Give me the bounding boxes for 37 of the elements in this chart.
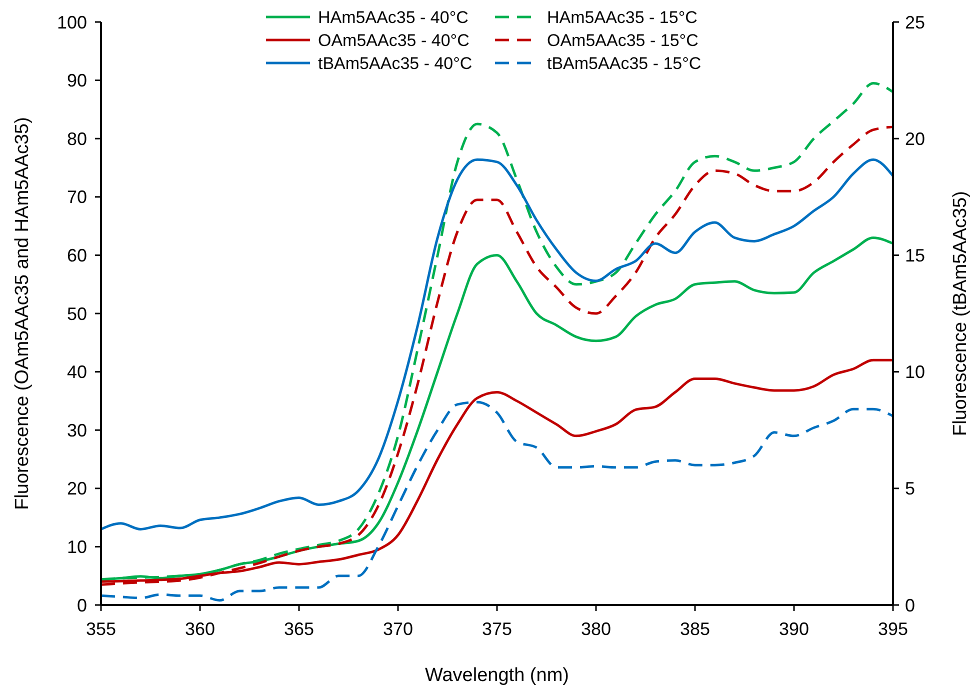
y-tick-label: 60 <box>66 246 87 266</box>
y2-tick-label: 0 <box>905 595 916 616</box>
x-tick-label: 385 <box>680 619 710 639</box>
x-tick-label: 365 <box>284 619 314 639</box>
x-axis-title: Wavelength (nm) <box>425 665 569 686</box>
y-axis-title: Fluorescence (OAm5AAc35 and HAm5AAc35) <box>12 117 33 510</box>
x-tick-label: 375 <box>482 619 512 639</box>
y-tick-label: 10 <box>66 537 87 557</box>
y2-tick-label: 5 <box>905 478 916 499</box>
x-tick-label: 395 <box>878 619 908 639</box>
legend-label: HAm5AAc35 - 15°C <box>547 8 698 27</box>
line-series <box>100 400 894 602</box>
y2-tick-label: 25 <box>905 12 926 32</box>
x-tick-label: 355 <box>86 619 116 639</box>
y-tick-label: 40 <box>66 362 87 382</box>
x-tick-label: 390 <box>778 619 810 639</box>
legend-label: tBAm5AAc35 - 40°C <box>318 54 472 73</box>
y2-tick-label: 10 <box>905 362 926 382</box>
y-tick-label: 100 <box>56 12 87 32</box>
legend-label: OAm5AAc35 - 15°C <box>547 30 698 50</box>
y2-tick-label: 15 <box>905 246 926 266</box>
y-tick-label: 50 <box>66 304 87 324</box>
line-series <box>100 158 894 530</box>
y-tick-label: 30 <box>66 420 87 440</box>
legend-label: HAm5AAc35 - 40°C <box>318 8 468 27</box>
legend-label: tBAm5AAc35 - 15°C <box>547 54 702 73</box>
x-tick-label: 370 <box>382 619 414 639</box>
x-tick-label: 380 <box>580 619 612 639</box>
y2-tick-label: 20 <box>905 128 926 149</box>
y-tick-label: 20 <box>66 478 87 499</box>
y-tick-label: 70 <box>66 187 87 208</box>
x-tick-label: 360 <box>184 619 216 639</box>
legend-label: OAm5AAc35 - 40°C <box>318 30 470 50</box>
y-tick-label: 0 <box>76 595 87 616</box>
y2-axis-title: Fluorescence (tBAm5AAc35) <box>950 191 971 436</box>
y-tick-label: 80 <box>66 128 87 149</box>
y-tick-label: 90 <box>66 70 87 91</box>
